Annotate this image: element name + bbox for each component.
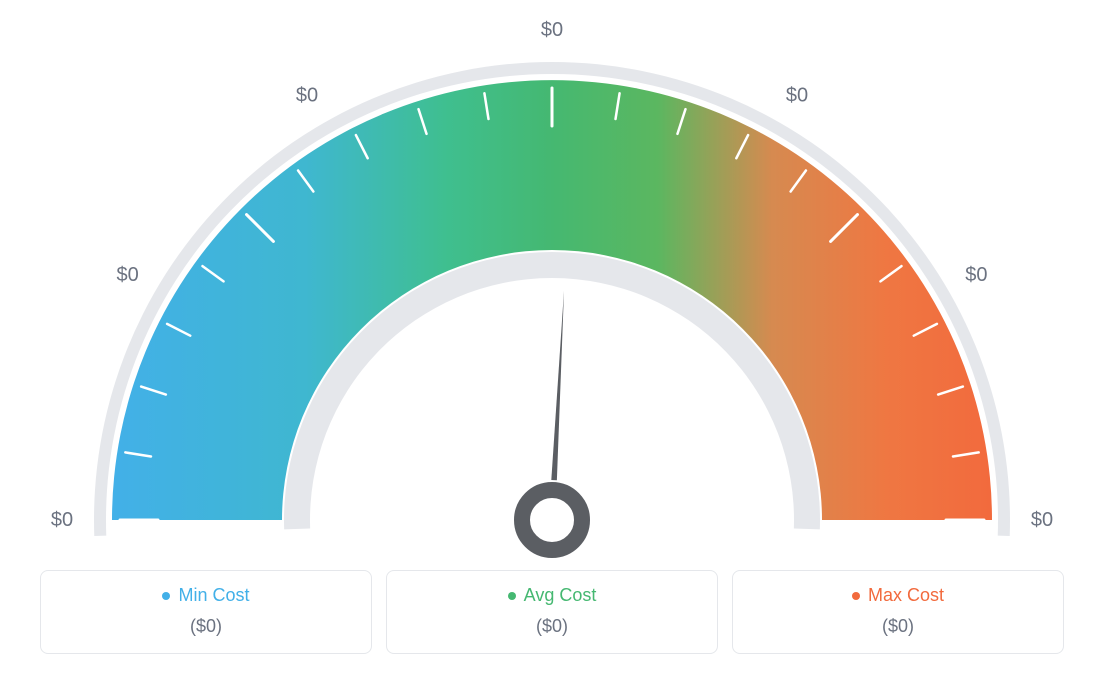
scale-label: $0: [296, 85, 318, 107]
gauge-area: $0 $0 $0 $0 $0 $0 $0: [40, 20, 1064, 560]
legend-text-max: Max Cost: [868, 585, 944, 606]
scale-label: $0: [51, 509, 73, 531]
legend-dot-min: [162, 592, 170, 600]
legend-card-min: Min Cost ($0): [40, 570, 372, 654]
legend-value-min: ($0): [51, 616, 361, 637]
legend-value-max: ($0): [743, 616, 1053, 637]
legend-text-min: Min Cost: [178, 585, 249, 606]
legend-card-max: Max Cost ($0): [732, 570, 1064, 654]
scale-label: $0: [786, 85, 808, 107]
legend-row: Min Cost ($0) Avg Cost ($0) Max Cost ($0…: [40, 570, 1064, 654]
legend-text-avg: Avg Cost: [524, 585, 597, 606]
legend-dot-avg: [508, 592, 516, 600]
gauge-svg: $0 $0 $0 $0 $0 $0 $0: [40, 20, 1064, 560]
legend-value-avg: ($0): [397, 616, 707, 637]
legend-label-max: Max Cost: [852, 585, 944, 606]
legend-dot-max: [852, 592, 860, 600]
scale-label: $0: [541, 20, 563, 41]
legend-label-min: Min Cost: [162, 585, 249, 606]
scale-label: $0: [117, 264, 139, 286]
gauge-chart-container: $0 $0 $0 $0 $0 $0 $0 Min Cost ($0) Avg Cost ($…: [0, 0, 1104, 690]
scale-label: $0: [965, 264, 987, 286]
legend-label-avg: Avg Cost: [508, 585, 597, 606]
legend-card-avg: Avg Cost ($0): [386, 570, 718, 654]
scale-label: $0: [1031, 509, 1053, 531]
